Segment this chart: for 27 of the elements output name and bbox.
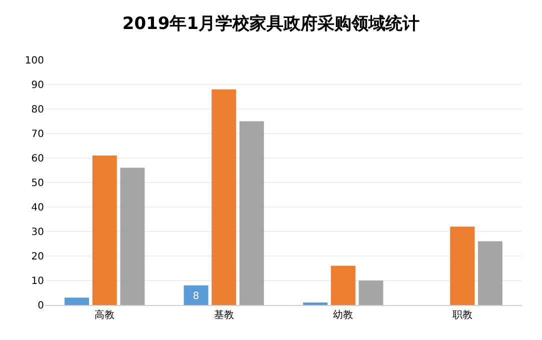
bar <box>239 121 264 305</box>
y-tick-label: 30 <box>31 227 44 238</box>
bar <box>92 156 117 305</box>
y-tick-label: 40 <box>31 202 44 214</box>
y-tick-label: 60 <box>31 154 44 164</box>
y-tick-label: 20 <box>31 252 44 262</box>
data-label: 8 <box>192 291 200 302</box>
bar <box>450 226 475 305</box>
bar <box>478 241 502 305</box>
bar <box>330 266 356 305</box>
y-tick-label: 70 <box>31 129 44 140</box>
y-tick-label: 50 <box>31 178 44 189</box>
y-tick-label: 10 <box>31 276 44 287</box>
y-tick-label: 90 <box>31 80 44 91</box>
bar <box>120 168 145 305</box>
bar <box>64 298 90 305</box>
bar <box>358 280 384 305</box>
x-tick-label: 高教 <box>94 309 115 321</box>
x-tick-label: 基教 <box>214 309 234 321</box>
chart-title: 2019年1月学校家具政府采购领域统计 <box>122 14 420 34</box>
bar <box>184 285 208 305</box>
x-tick-label: 幼教 <box>333 309 354 321</box>
y-tick-label: 80 <box>31 104 44 116</box>
bar <box>212 89 236 305</box>
x-tick-label: 职教 <box>452 310 472 321</box>
y-tick-label: 100 <box>24 56 44 66</box>
y-tick-label: 0 <box>38 300 44 312</box>
